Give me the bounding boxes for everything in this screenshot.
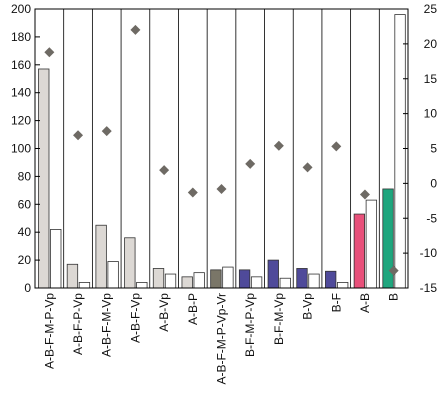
x-tick-label: B-F bbox=[329, 293, 343, 312]
diamond-marker bbox=[73, 130, 84, 141]
y-tick-label: 0 bbox=[24, 281, 31, 295]
y-tick-label: 180 bbox=[11, 30, 31, 44]
diamond-marker bbox=[216, 183, 227, 194]
x-tick-label: B-Vp bbox=[301, 293, 315, 320]
diamond-marker bbox=[44, 47, 55, 58]
plot-frame bbox=[34, 8, 409, 289]
bar-secondary bbox=[107, 261, 119, 289]
bar-primary bbox=[181, 276, 193, 289]
y-tick-label: 140 bbox=[11, 86, 31, 100]
bar-primary bbox=[325, 270, 337, 289]
y-tick-label: 60 bbox=[18, 197, 32, 211]
bar-primary bbox=[152, 268, 165, 289]
bar-primary bbox=[210, 269, 222, 289]
bar-primary bbox=[124, 237, 136, 289]
bar-secondary bbox=[394, 14, 406, 289]
y2-tick-label: 10 bbox=[424, 107, 438, 121]
diamond-marker bbox=[187, 187, 198, 198]
bar-secondary bbox=[222, 266, 234, 289]
bar-secondary bbox=[193, 272, 205, 289]
diamond-marker bbox=[101, 126, 112, 137]
x-tick-label: A-B-F-Vp bbox=[128, 293, 142, 343]
bar-secondary bbox=[78, 282, 91, 289]
diamond-marker bbox=[331, 141, 342, 152]
bar-primary bbox=[267, 259, 279, 289]
y2-tick-label: 0 bbox=[430, 176, 437, 190]
bar-primary bbox=[296, 268, 308, 289]
y2-tick-label: 5 bbox=[430, 142, 437, 156]
y-tick-label: 80 bbox=[18, 169, 32, 183]
x-tick-label: A-B-Vp bbox=[157, 293, 171, 332]
diamond-marker bbox=[130, 24, 141, 35]
bar-primary bbox=[95, 224, 107, 289]
markers bbox=[44, 24, 399, 276]
bar-secondary bbox=[50, 229, 62, 289]
x-tick-label: A-B-P bbox=[186, 293, 200, 325]
y2-tick-label: 20 bbox=[424, 37, 438, 51]
diamond-marker bbox=[159, 165, 170, 176]
y-tick-label: 40 bbox=[18, 225, 32, 239]
y2-tick-label: 15 bbox=[424, 72, 438, 86]
diamond-marker bbox=[273, 140, 284, 151]
bar-primary bbox=[38, 68, 50, 289]
category-dividers bbox=[63, 9, 380, 288]
y-tick-label: 200 bbox=[11, 2, 31, 16]
bar-secondary bbox=[164, 273, 177, 289]
x-axis-labels: A-B-F-M-P-Vp A-B-F-P-Vp A-B-F-M-Vp A-B-F-Vp… bbox=[42, 293, 400, 385]
diamond-marker bbox=[245, 158, 256, 169]
x-tick-label: A-B-F-P-Vp bbox=[71, 293, 85, 355]
y2-tick-label: -10 bbox=[420, 246, 438, 260]
y-tick-label: 160 bbox=[11, 58, 31, 72]
bar-primary bbox=[66, 263, 79, 289]
x-tick-label: B-F-M-P-Vp bbox=[243, 293, 257, 357]
diamond-marker bbox=[388, 265, 399, 276]
y2-tick-label: -5 bbox=[426, 211, 437, 225]
diamond-marker bbox=[359, 189, 370, 200]
x-tick-label: A-B-F-M-P-Vp bbox=[42, 293, 56, 369]
x-tick-label: B-F-M-Vp bbox=[272, 293, 286, 345]
y-tick-label: 20 bbox=[18, 253, 32, 267]
x-tick-label: A-B bbox=[358, 293, 372, 313]
left-y-axis: 0 20 40 60 80 100 120 140 160 180 200 bbox=[11, 2, 40, 295]
bar-secondary bbox=[136, 282, 148, 289]
x-tick-label: A-B-F-M-P-Vp-Vr bbox=[215, 293, 229, 385]
bar-secondary bbox=[279, 277, 291, 289]
bar-secondary bbox=[337, 282, 349, 289]
diamond-marker bbox=[302, 162, 313, 173]
y-tick-label: 120 bbox=[11, 114, 31, 128]
x-tick-label: A-B-F-M-Vp bbox=[100, 293, 114, 357]
bar-primary bbox=[238, 269, 251, 289]
bar-secondary bbox=[308, 273, 320, 289]
right-y-axis: -15 -10 -5 0 5 10 15 20 25 bbox=[403, 2, 437, 295]
y2-tick-label: 25 bbox=[424, 2, 438, 16]
y2-tick-label: -15 bbox=[420, 281, 438, 295]
x-tick-label: B bbox=[387, 293, 401, 301]
bar-primary bbox=[353, 213, 366, 289]
y-tick-label: 100 bbox=[11, 142, 31, 156]
bars bbox=[38, 14, 406, 289]
bar-secondary bbox=[365, 199, 378, 289]
bar-secondary bbox=[250, 276, 263, 289]
